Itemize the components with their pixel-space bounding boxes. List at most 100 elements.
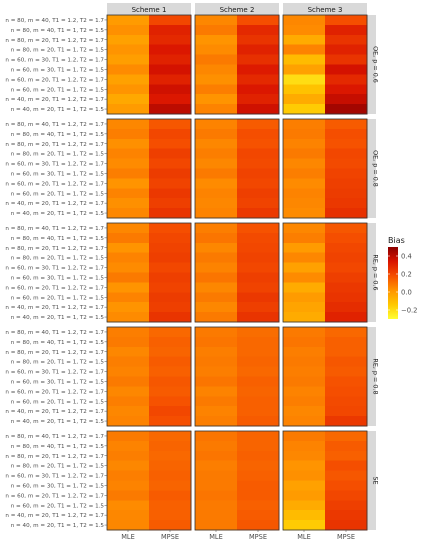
heatmap-cell	[107, 138, 150, 149]
x-tick-label: MPSE	[337, 533, 355, 541]
heatmap-cell	[195, 450, 238, 461]
y-tick-label: n = 60, m = 20, T1 = 1, T2 = 1.5	[11, 295, 105, 301]
heatmap-cell	[195, 520, 238, 531]
heatmap-cell	[283, 138, 326, 149]
heatmap-cell	[325, 386, 368, 397]
heatmap-cell	[325, 104, 368, 115]
heatmap-cell	[237, 104, 280, 115]
heatmap-cell	[107, 188, 150, 199]
heatmap-cell	[237, 64, 280, 75]
heatmap-cell	[149, 396, 192, 407]
heatmap-cell	[237, 54, 280, 65]
heatmap-cell	[149, 24, 192, 36]
panel-border	[106, 430, 192, 531]
y-tick-label: n = 80, m = 40, T1 = 1, T2 = 1.5	[11, 132, 105, 138]
heatmap-cell	[325, 510, 368, 521]
heatmap-cell	[237, 128, 280, 140]
heatmap-cell	[195, 158, 238, 169]
heatmap-cell	[107, 148, 150, 159]
heatmap-cell	[283, 312, 326, 323]
panel-r5-c1	[106, 430, 192, 531]
y-tick-label: n = 60, m = 30, T1 = 1.2, T2 = 1.7	[5, 266, 104, 272]
y-tick-label: n = 60, m = 30, T1 = 1, T2 = 1.5	[11, 275, 105, 281]
heatmap-cell	[107, 15, 150, 26]
heatmap-cell	[283, 119, 326, 130]
heatmap-cell	[195, 15, 238, 26]
heatmap-cell	[237, 178, 280, 189]
heatmap-cell	[149, 223, 192, 234]
heatmap-cell	[107, 44, 150, 55]
heatmap-cell	[283, 158, 326, 169]
heatmap-cell	[325, 431, 368, 442]
y-tick-label: n = 40, m = 20, T1 = 1, T2 = 1.5	[11, 523, 105, 529]
heatmap-cell	[237, 223, 280, 234]
heatmap-cell	[149, 104, 192, 115]
heatmap-cell	[195, 480, 238, 491]
heatmap-cell	[283, 336, 326, 348]
heatmap-cell	[107, 128, 150, 140]
heatmap-cell	[325, 188, 368, 199]
heatmap-cell	[283, 44, 326, 55]
heatmap-cell	[195, 168, 238, 179]
panel-r4-c1	[106, 326, 192, 427]
heatmap-cell	[107, 386, 150, 397]
heatmap-cell	[283, 376, 326, 387]
heatmap-cell	[325, 416, 368, 427]
y-tick-label: n = 80, m = 20, T1 = 1.2, T2 = 1.7	[5, 38, 104, 44]
heatmap-cell	[149, 15, 192, 26]
heatmap-cell	[325, 440, 368, 452]
heatmap-cell	[195, 262, 238, 273]
heatmap-cell	[237, 327, 280, 338]
heatmap-cell	[149, 272, 192, 283]
heatmap-cell	[149, 74, 192, 85]
heatmap-cell	[283, 128, 326, 140]
heatmap-cell	[149, 148, 192, 159]
heatmap-cell	[283, 15, 326, 26]
panel-border	[194, 430, 280, 531]
legend-tick-label: 0.2	[401, 270, 412, 278]
heatmap-cell	[149, 510, 192, 521]
y-tick-label: n = 80, m = 40, T1 = 1, T2 = 1.5	[11, 340, 105, 346]
heatmap-cell	[149, 262, 192, 273]
heatmap-cell	[107, 24, 150, 36]
heatmap-cell	[325, 252, 368, 263]
heatmap-cell	[149, 188, 192, 199]
heatmap-cell	[237, 148, 280, 159]
heatmap-cell	[149, 252, 192, 263]
x-tick-label: MLE	[209, 533, 223, 541]
heatmap-cell	[325, 198, 368, 209]
heatmap-cell	[325, 138, 368, 149]
heatmap-cell	[283, 54, 326, 65]
y-tick-label: n = 60, m = 20, T1 = 1.2, T2 = 1.7	[5, 181, 104, 187]
heatmap-cell	[195, 312, 238, 323]
y-tick-label: n = 60, m = 20, T1 = 1, T2 = 1.5	[11, 191, 105, 197]
y-tick-label: n = 80, m = 40, T1 = 1, T2 = 1.5	[11, 28, 105, 34]
heatmap-cell	[237, 500, 280, 511]
panel-border	[194, 326, 280, 427]
y-tick-label: n = 80, m = 40, T1 = 1.2, T2 = 1.7	[5, 226, 104, 232]
heatmap-cell	[237, 376, 280, 387]
heatmap-cell	[283, 104, 326, 115]
heatmap-cell	[283, 346, 326, 357]
legend-tick-label: −0.2	[401, 306, 418, 314]
heatmap-cell	[237, 450, 280, 461]
heatmap-cell	[195, 431, 238, 442]
heatmap-cell	[149, 460, 192, 471]
heatmap-cell	[283, 242, 326, 253]
heatmap-cell	[149, 336, 192, 348]
panel-r1-c2	[194, 14, 280, 115]
heatmap-cell	[283, 272, 326, 283]
heatmap-cell	[107, 312, 150, 323]
heatmap-cell	[107, 520, 150, 531]
y-tick-label: n = 60, m = 30, T1 = 1.2, T2 = 1.7	[5, 162, 104, 168]
y-tick-label: n = 40, m = 20, T1 = 1, T2 = 1.5	[11, 107, 105, 113]
heatmap-cell	[195, 94, 238, 105]
row-strip-label: OE, p = 0.8	[372, 150, 380, 187]
heatmap-cell	[195, 327, 238, 338]
heatmap-cell	[107, 158, 150, 169]
y-tick-label: n = 80, m = 20, T1 = 1, T2 = 1.5	[11, 48, 105, 54]
heatmap-cell	[283, 480, 326, 491]
y-tick-label: n = 80, m = 40, T1 = 1.2, T2 = 1.7	[5, 434, 104, 440]
heatmap-cell	[195, 272, 238, 283]
row-strip-label: RE, p = 0.8	[372, 358, 380, 394]
